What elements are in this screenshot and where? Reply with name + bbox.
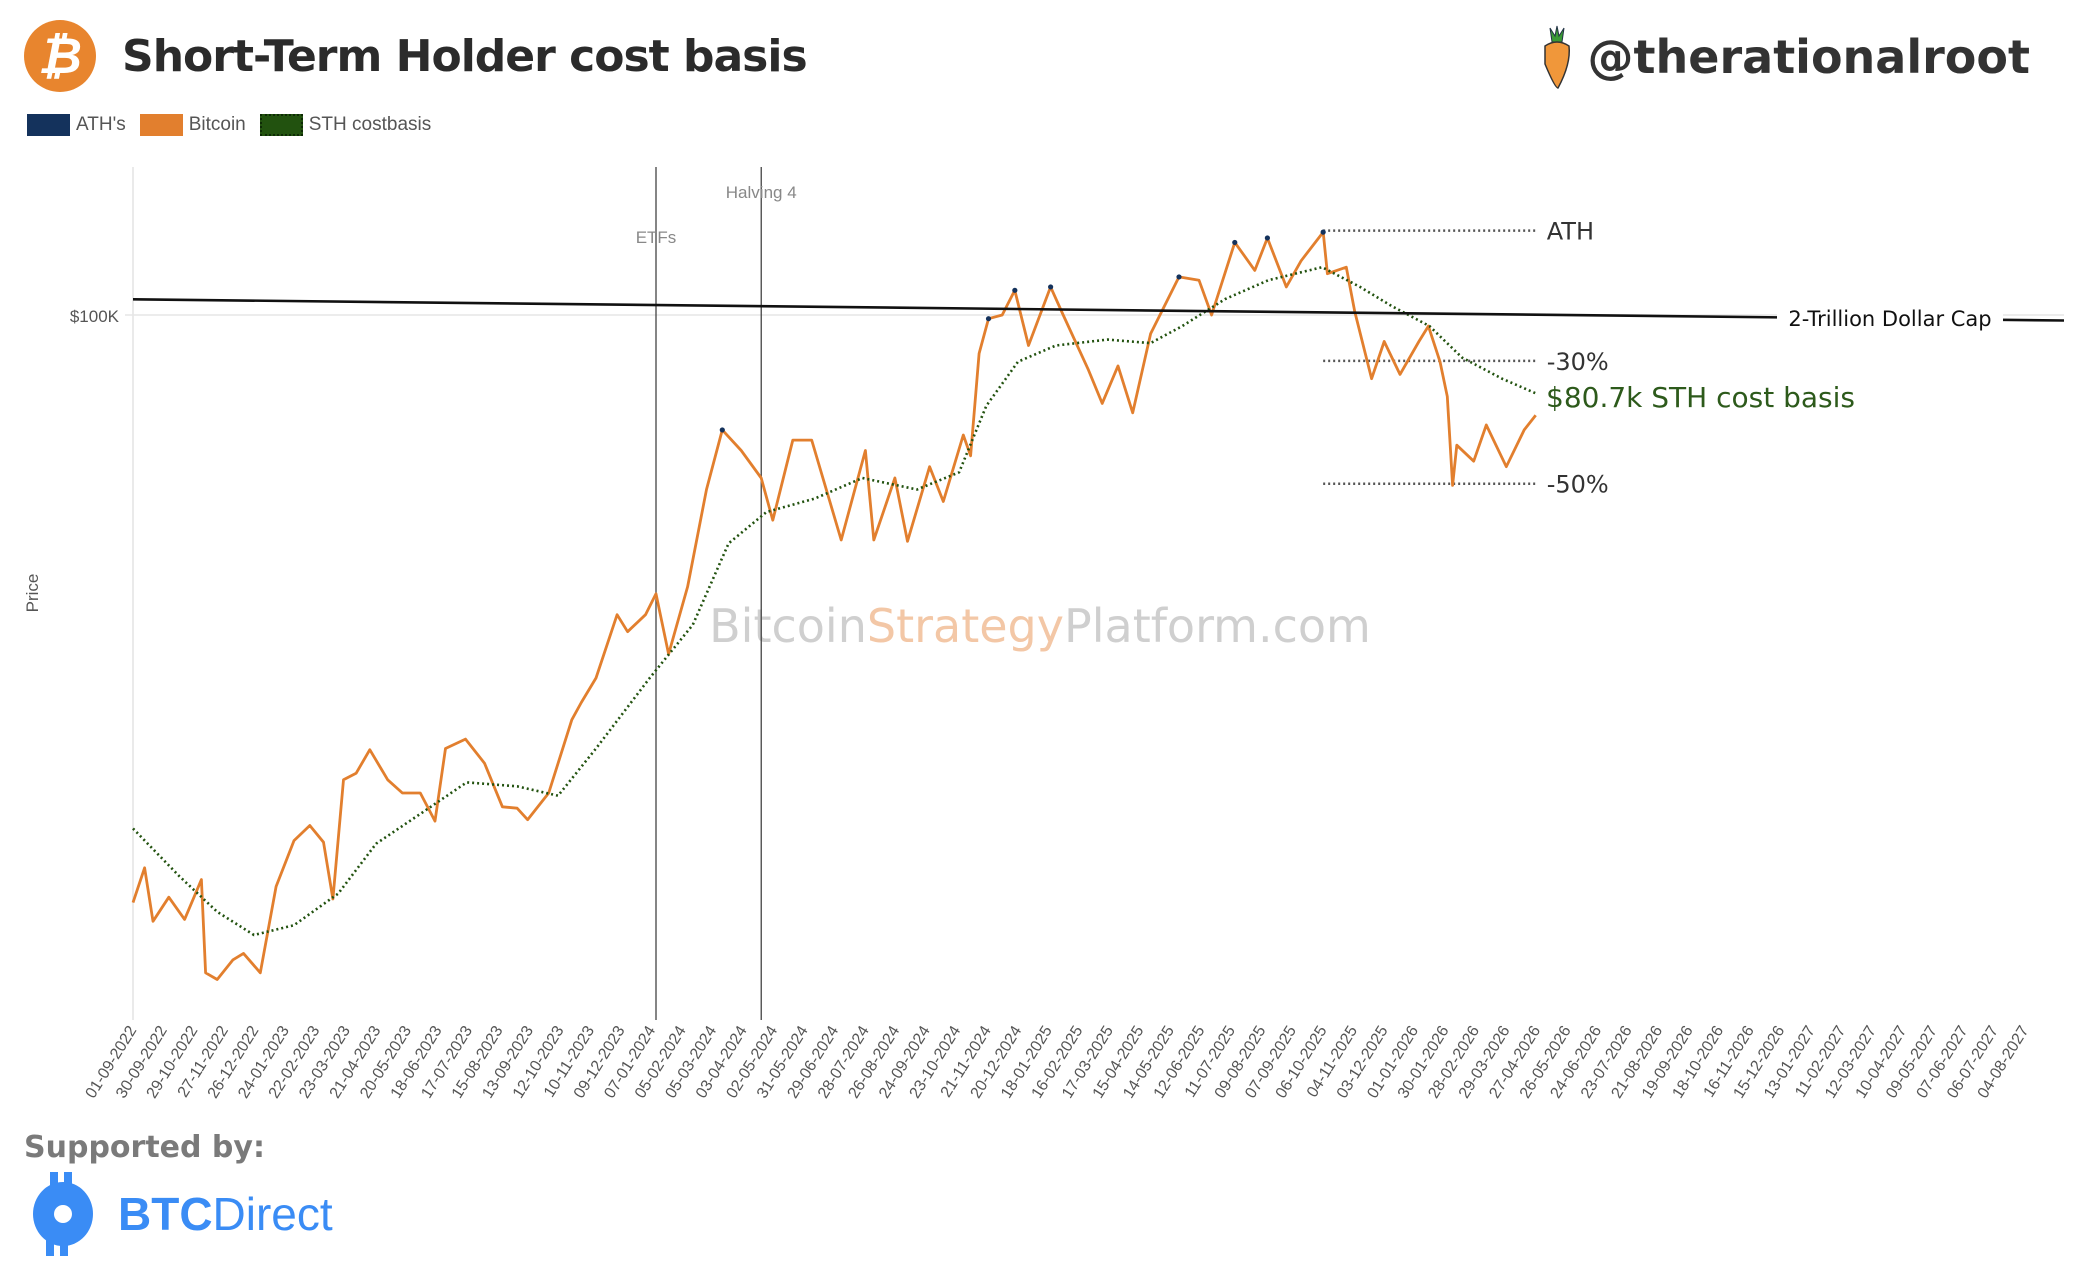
ath-point (1320, 229, 1326, 235)
handle-text: @therationalroot (1587, 30, 2030, 84)
sponsor-name-rest: Direct (212, 1188, 333, 1240)
sponsor-name: BTCDirect (118, 1187, 333, 1241)
bitcoin-icon: ₿ (24, 20, 96, 92)
watermark-part-3: Platform.com (1064, 599, 1371, 653)
header: ₿ Short-Term Holder cost basis (24, 20, 808, 92)
ath-point (1176, 274, 1182, 280)
cap-label-bg (1777, 305, 2003, 331)
legend-swatch-bitcoin (139, 114, 183, 136)
y-tick-label: $100K (70, 307, 120, 326)
chart-title: Short-Term Holder cost basis (122, 30, 808, 82)
level-label: ATH (1547, 218, 1594, 246)
watermark-part-1: Bitcoin (709, 599, 867, 653)
event-label: Halving 4 (726, 183, 797, 202)
series-line-2-trillion-dollar-cap (132, 298, 2065, 322)
carrot-icon (1543, 25, 1570, 89)
ath-point (719, 427, 725, 433)
legend-swatch-ath (27, 114, 70, 136)
y-axis-label: Price (23, 574, 42, 613)
ath-point (1264, 235, 1270, 241)
sponsor-name-bold: BTC (118, 1188, 213, 1240)
chart: $100K Price BitcoinStrategyPlatform.com … (23, 167, 2065, 1102)
sponsor-logo: BTCDirect (30, 1172, 333, 1256)
level-label: -30% (1547, 348, 1609, 376)
legend-label-bitcoin: Bitcoin (188, 114, 246, 135)
level-label: -50% (1547, 471, 1609, 499)
series-line-bitcoin (131, 230, 1537, 981)
legend-label-ath: ATH's (76, 114, 126, 135)
legend: ATH's Bitcoin STH costbasis (27, 114, 445, 136)
watermark-part-2: Strategy (867, 599, 1064, 653)
btcdirect-logo-icon (33, 1172, 93, 1256)
watermark: BitcoinStrategyPlatform.com (709, 599, 1371, 653)
sth-cost-basis-label: $80.7k STH cost basis (1546, 381, 1855, 414)
ath-point (1012, 287, 1018, 293)
ath-point (985, 316, 992, 322)
ath-point (1048, 284, 1054, 290)
legend-label-sth: STH costbasis (308, 114, 432, 135)
event-label: ETFs (636, 228, 677, 247)
cap-label: 2-Trillion Dollar Cap (1788, 307, 1991, 331)
legend-swatch-sth (259, 114, 303, 136)
author-handle: @therationalroot (1542, 24, 2030, 90)
ath-point (1232, 239, 1238, 246)
supported-by-label: Supported by: (24, 1130, 265, 1165)
